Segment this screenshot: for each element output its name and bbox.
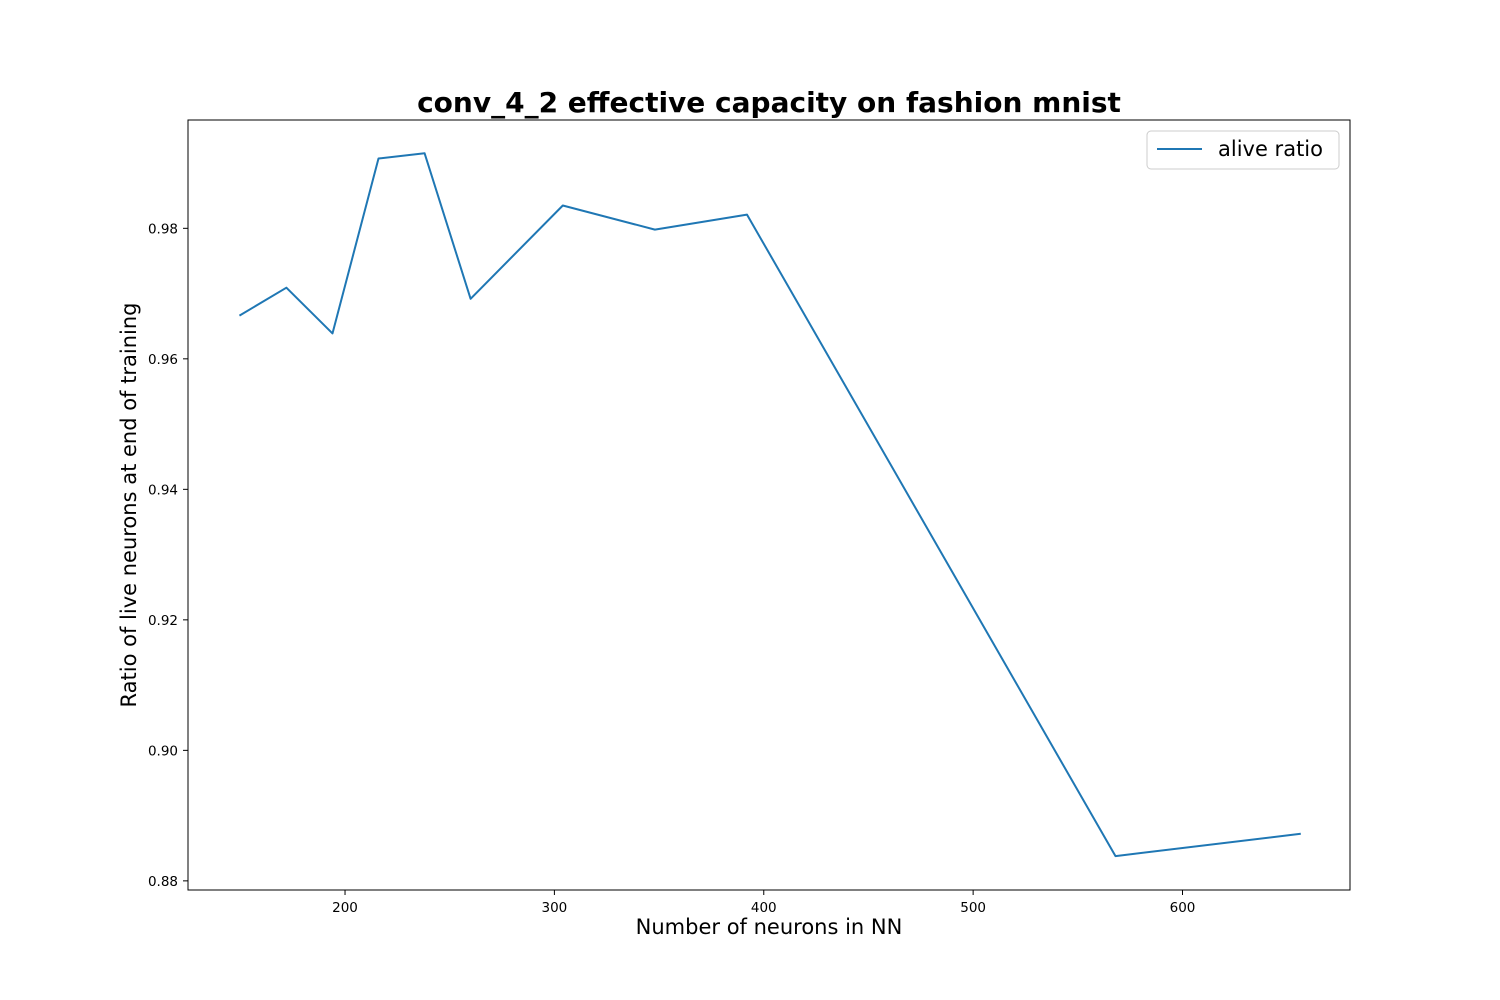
- y-tick-label: 0.90: [148, 743, 178, 759]
- y-tick-label: 0.88: [148, 874, 178, 890]
- x-tick-label: 500: [960, 900, 986, 916]
- axes-frame: [187, 119, 1351, 891]
- y-tick-label: 0.98: [148, 221, 178, 237]
- x-axis-ticks: 200 300 400 500 600: [332, 890, 1195, 916]
- x-axis-label: Number of neurons in NN: [636, 915, 903, 939]
- x-tick-label: 200: [332, 900, 358, 916]
- x-tick-label: 600: [1170, 900, 1196, 916]
- y-axis-label: Ratio of live neurons at end of training: [117, 303, 141, 708]
- plot-area: 200 300 400 500 600 0.88 0.90 0.92 0.94 0.96 0.98: [148, 119, 1351, 916]
- x-tick-label: 400: [751, 900, 777, 916]
- chart-title: conv_4_2 effective capacity on fashion m…: [417, 86, 1121, 119]
- y-tick-label: 0.96: [148, 352, 178, 368]
- series-line-alive-ratio: [238, 152, 1301, 858]
- x-tick-label: 300: [542, 900, 568, 916]
- legend: alive ratio: [1146, 130, 1340, 170]
- y-tick-label: 0.94: [148, 482, 178, 498]
- y-tick-label: 0.92: [148, 613, 178, 629]
- series-layer: [238, 152, 1301, 858]
- legend-box: [1146, 130, 1340, 170]
- legend-label: alive ratio: [1218, 137, 1323, 161]
- y-axis-ticks: 0.88 0.90 0.92 0.94 0.96 0.98: [148, 221, 188, 890]
